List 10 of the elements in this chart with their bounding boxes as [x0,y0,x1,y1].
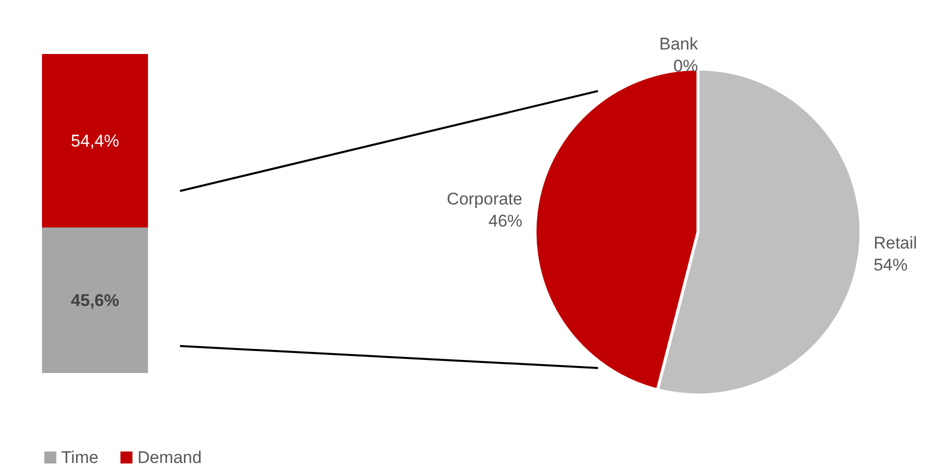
slice-label: Retail [874,234,918,253]
data-label: 46% [488,211,522,230]
category-label: Bank [659,34,698,54]
data-label: 54% [874,256,908,275]
legend-label: Time [61,448,98,467]
data-label: 45,6% [70,290,120,310]
legend-label: Demand [137,448,202,467]
text: 0% [673,56,698,76]
data-label: 54,4% [70,131,120,150]
slice-label: Corporate [446,189,522,208]
